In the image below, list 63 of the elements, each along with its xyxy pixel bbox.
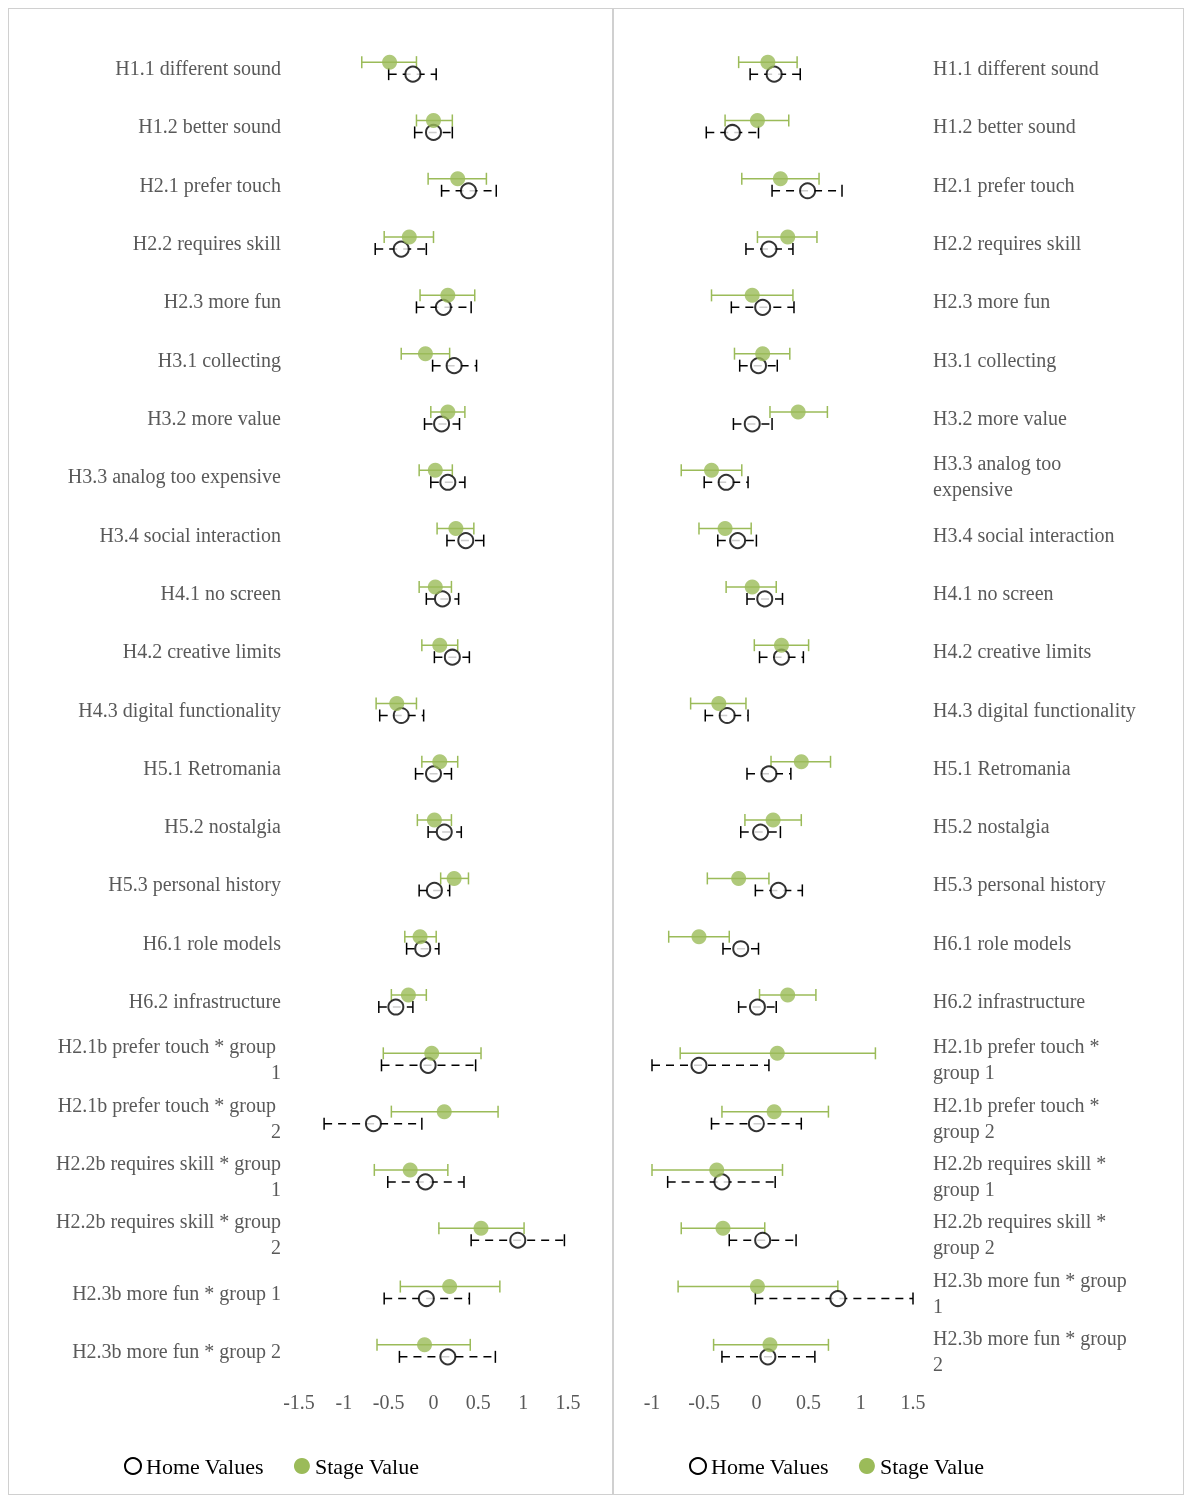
y-tick-label: H1.2 better sound xyxy=(933,115,1076,138)
y-tick-label: H4.1 no screen xyxy=(160,581,281,604)
x-tick-label: -0.5 xyxy=(688,1391,721,1413)
y-tick-label: H5.2 nostalgia xyxy=(164,815,282,839)
x-tick-label: 1 xyxy=(518,1391,529,1413)
y-tick-label: H3.4 social interaction xyxy=(933,523,1115,546)
y-tick-label: H4.3 digital functionality xyxy=(933,698,1136,722)
y-tick-label: H1.2 better sound xyxy=(138,115,281,138)
x-tick-label: 0.5 xyxy=(796,1391,822,1413)
x-tick-label: -1.5 xyxy=(283,1391,315,1413)
y-tick-label: H2.2b requires skill * group 1 xyxy=(933,1151,1112,1201)
legend-label: Home Values xyxy=(711,1453,829,1479)
x-tick-label: -0.5 xyxy=(372,1391,405,1413)
y-tick-label: H2.3b more fun * group 1 xyxy=(933,1268,1132,1317)
y-tick-label: H6.1 role models xyxy=(933,931,1072,954)
x-tick-label: 0 xyxy=(428,1391,439,1413)
y-tick-label: H4.2 creative limits xyxy=(933,640,1092,663)
y-tick-label: H4.2 creative limits xyxy=(122,640,282,663)
y-tick-label: H1.1 different sound xyxy=(115,57,281,80)
y-tick-label: H2.3b more fun * group 2 xyxy=(933,1326,1132,1375)
y-tick-label: H3.3 analog too expensive xyxy=(67,465,282,489)
y-tick-label: H3.2 more value xyxy=(933,406,1067,429)
y-tick-label: H5.1 Retromania xyxy=(933,756,1071,779)
y-tick-label: H2.3 more fun xyxy=(933,290,1051,313)
legend-label: Stage Value xyxy=(879,1453,984,1479)
x-tick-label: 1 xyxy=(855,1391,866,1413)
y-tick-label: H2.2b requires skill * group 2 xyxy=(933,1210,1112,1260)
x-tick-label: -1 xyxy=(643,1391,661,1413)
y-tick-label: H2.1 prefer touch xyxy=(933,173,1075,197)
y-tick-label: H5.3 personal history xyxy=(108,873,281,897)
y-tick-label: H2.1b prefer touch * group 1 xyxy=(933,1035,1105,1085)
x-tick-label: -1 xyxy=(335,1391,353,1413)
y-tick-label: H5.2 nostalgia xyxy=(933,815,1050,839)
y-tick-label: H2.1b prefer touch * group 2 xyxy=(933,1093,1105,1143)
legend-label: Stage Value xyxy=(314,1453,419,1479)
y-tick-label: H2.2 requires skill xyxy=(132,232,282,256)
y-tick-label: H3.4 social interaction xyxy=(99,523,281,546)
y-tick-label: H2.2b requires skill * group 2 xyxy=(56,1210,281,1259)
x-tick-label: 0.5 xyxy=(465,1391,491,1413)
x-tick-label: 1.5 xyxy=(900,1391,926,1413)
y-tick-label: H5.1 Retromania xyxy=(143,756,282,779)
y-tick-label: H4.1 no screen xyxy=(933,581,1054,604)
y-tick-label: H2.2b requires skill * group 1 xyxy=(56,1151,281,1200)
y-tick-label: H2.3 more fun xyxy=(163,290,281,313)
y-tick-label: H2.1b prefer touch * group 1 xyxy=(57,1035,281,1084)
legend-label: Home Values xyxy=(146,1453,264,1479)
y-tick-label: H3.3 analog too expensive xyxy=(933,452,1067,502)
y-tick-label: H2.3b more fun * group 1 xyxy=(72,1281,281,1305)
y-tick-label: H3.1 collecting xyxy=(157,348,281,372)
y-tick-label: H6.1 role models xyxy=(142,931,282,954)
y-tick-label: H6.2 infrastructure xyxy=(933,990,1086,1013)
y-tick-label: H5.3 personal history xyxy=(933,873,1106,897)
y-tick-label: H2.3b more fun * group 2 xyxy=(72,1339,281,1363)
y-tick-label: H2.1b prefer touch * group 2 xyxy=(57,1093,281,1142)
y-tick-label: H6.2 infrastructure xyxy=(128,990,282,1013)
x-tick-label: 1.5 xyxy=(555,1391,581,1413)
x-tick-label: 0 xyxy=(751,1391,762,1413)
y-tick-label: H3.1 collecting xyxy=(933,348,1057,372)
y-tick-label: H2.1 prefer touch xyxy=(139,173,281,197)
y-tick-label: H2.2 requires skill xyxy=(933,232,1082,256)
y-tick-label: H3.2 more value xyxy=(147,406,282,429)
y-tick-label: H1.1 different sound xyxy=(933,57,1099,80)
y-tick-label: H4.3 digital functionality xyxy=(78,698,281,722)
